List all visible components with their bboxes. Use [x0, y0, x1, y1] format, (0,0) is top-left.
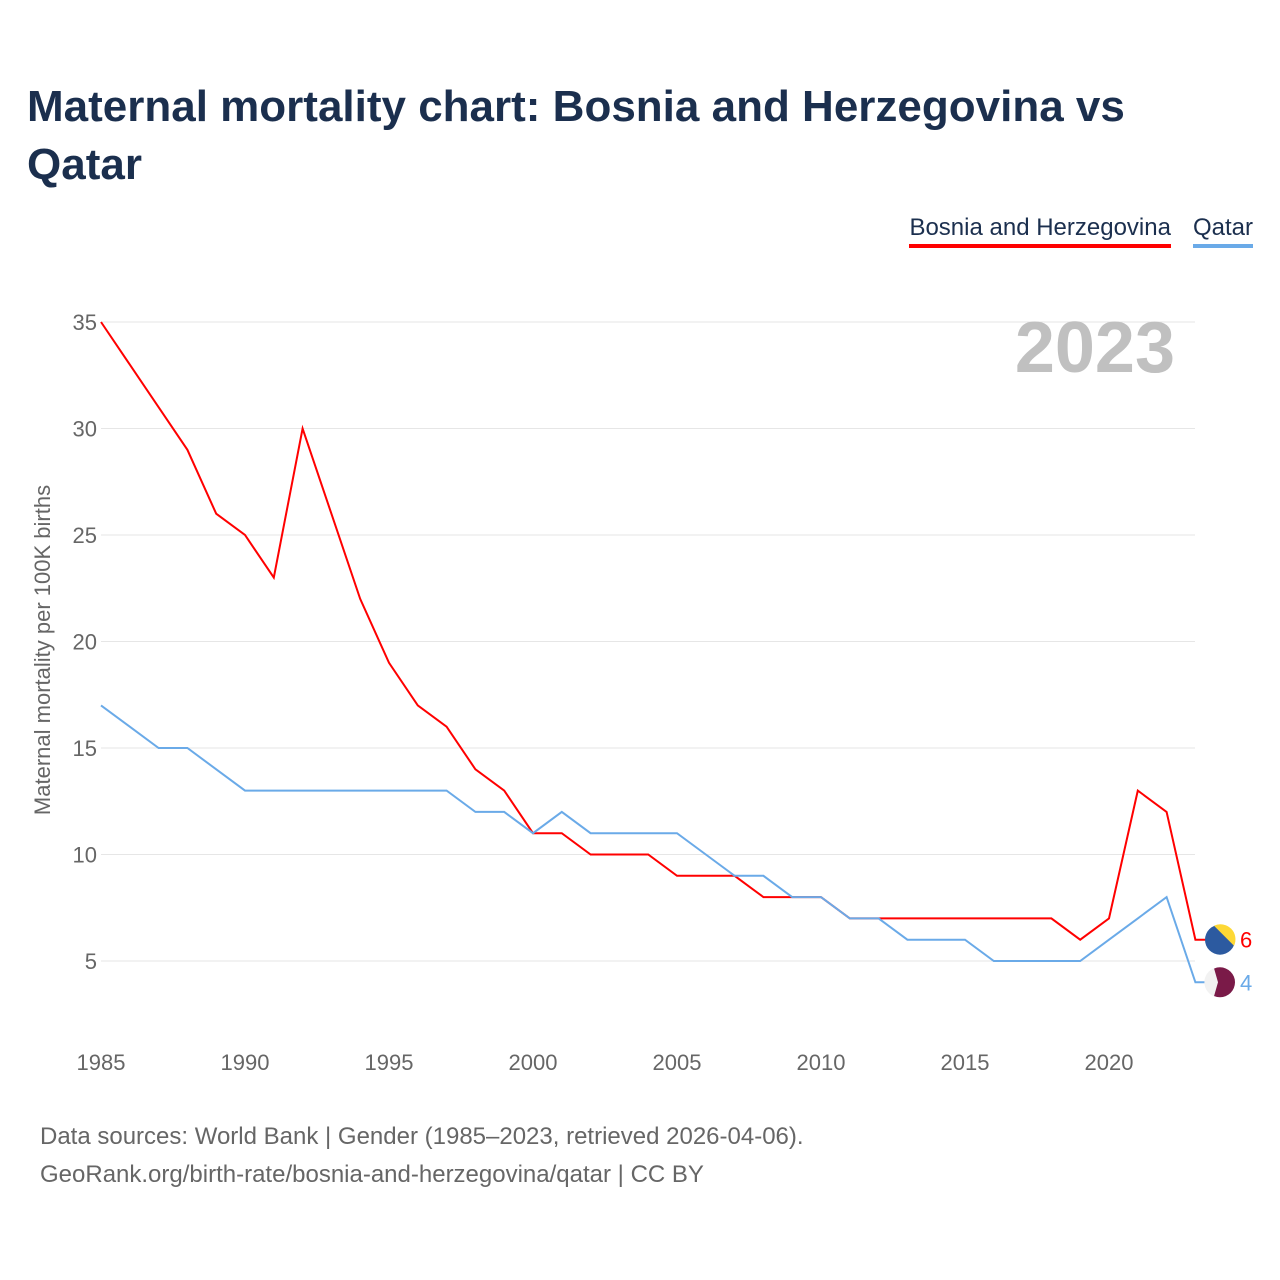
series-line-1	[100, 704, 1206, 984]
footer-link[interactable]: GeoRank.org/birth-rate/bosnia-and-herzeg…	[40, 1161, 704, 1188]
qatar-flag-icon	[1204, 968, 1218, 997]
x-tick-label: 2005	[653, 1050, 702, 1075]
x-tick-label: 2010	[797, 1050, 846, 1075]
y-axis-label: Maternal mortality per 100K births	[30, 485, 55, 815]
legend: Bosnia and Herzegovina Qatar	[909, 214, 1253, 248]
legend-qatar[interactable]: Qatar	[1192, 214, 1253, 248]
footer-sources: Data sources: World Bank | Gender (1985–…	[40, 1123, 804, 1150]
end-value-label: 6	[1240, 928, 1252, 953]
end-value-label: 4	[1240, 970, 1252, 995]
x-tick-label: 2015	[941, 1050, 990, 1075]
y-tick-label: 20	[73, 630, 97, 655]
footer: Data sources: World Bank | Gender (1985–…	[40, 1118, 804, 1194]
y-tick-label: 25	[73, 523, 97, 548]
y-tick-label: 15	[73, 736, 97, 761]
chart-title: Maternal mortality chart: Bosnia and Her…	[27, 82, 1125, 189]
series-line-0	[100, 321, 1206, 941]
y-tick-label: 30	[73, 417, 97, 442]
legend-bosnia[interactable]: Bosnia and Herzegovina	[909, 214, 1171, 248]
x-tick-label: 1990	[221, 1050, 270, 1075]
y-tick-label: 35	[73, 310, 97, 335]
bosnia-flag-icon	[1214, 924, 1236, 946]
x-tick-label: 2020	[1085, 1050, 1134, 1075]
year-label: 2023	[1015, 308, 1175, 388]
y-tick-label: 5	[85, 949, 97, 974]
x-tick-label: 1985	[77, 1050, 126, 1075]
x-tick-label: 2000	[509, 1050, 558, 1075]
y-tick-label: 10	[73, 843, 97, 868]
x-tick-label: 1995	[365, 1050, 414, 1075]
